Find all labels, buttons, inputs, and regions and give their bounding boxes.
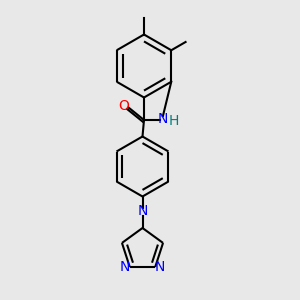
Text: H: H: [168, 114, 178, 128]
Text: O: O: [118, 99, 129, 113]
Text: N: N: [158, 112, 168, 126]
Text: N: N: [154, 260, 165, 274]
Text: N: N: [137, 204, 148, 218]
Text: N: N: [120, 260, 130, 274]
